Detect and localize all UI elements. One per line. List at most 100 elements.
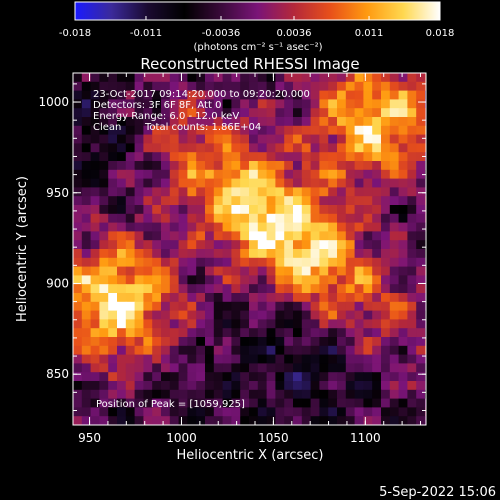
heatmap-cell [293, 257, 303, 268]
heatmap-cell [284, 178, 294, 188]
heatmap-cell [372, 205, 382, 215]
heatmap-cell [231, 73, 241, 83]
heatmap-cell [398, 416, 408, 425]
heatmap-cell [240, 389, 250, 400]
heatmap-cell [196, 161, 206, 171]
heatmap-cell [249, 354, 259, 364]
heatmap-cell [328, 389, 338, 400]
heatmap-cell [293, 143, 303, 153]
heatmap-cell [319, 240, 329, 250]
heatmap-cell [381, 249, 391, 259]
heatmap-cell [381, 381, 391, 391]
heatmap-cell [117, 231, 127, 241]
heatmap-cell [266, 213, 276, 224]
heatmap-cell [81, 257, 92, 268]
heatmap-cell [117, 81, 127, 92]
heatmap-cell [398, 108, 408, 118]
heatmap-cell [143, 284, 153, 294]
heatmap-cell [310, 213, 320, 224]
heatmap-cell [108, 345, 118, 356]
heatmap-cell [363, 345, 373, 356]
heatmap-cell [389, 187, 400, 197]
heatmap-cell [240, 354, 250, 364]
heatmap-cell [266, 240, 276, 250]
heatmap-cell [257, 398, 268, 408]
heatmap-cell [328, 293, 338, 303]
heatmap-cell [398, 328, 408, 338]
heatmap-cell [293, 389, 303, 400]
heatmap-cell [231, 398, 241, 408]
heatmap-cell [99, 328, 109, 338]
heatmap-cell [372, 293, 382, 303]
heatmap-cell [196, 354, 206, 364]
heatmap-cell [328, 187, 338, 197]
heatmap-cell [240, 81, 250, 92]
heatmap-cell [416, 125, 426, 136]
heatmap-cell [178, 293, 188, 303]
x-axis-label: Heliocentric X (arcsec) [177, 448, 324, 463]
heatmap-cell [213, 178, 224, 188]
heatmap-cell [284, 117, 294, 127]
heatmap-cell [319, 416, 329, 425]
heatmap-cell [99, 249, 109, 259]
heatmap-cell [161, 143, 171, 153]
heatmap-cell [275, 284, 285, 294]
heatmap-cell [125, 266, 136, 276]
heatmap-cell [73, 196, 83, 206]
heatmap-cell [178, 90, 188, 100]
heatmap-cell [310, 196, 320, 206]
heatmap-cell [231, 389, 241, 400]
heatmap-cell [381, 345, 391, 356]
heatmap-cell [266, 319, 276, 329]
heatmap-cell [284, 416, 294, 425]
heatmap-cell [257, 125, 268, 136]
heatmap-cell [345, 152, 356, 162]
heatmap-cell [213, 187, 224, 197]
heatmap-cell [117, 213, 127, 224]
heatmap-cell [416, 152, 426, 162]
heatmap-cell [407, 249, 417, 259]
heatmap-cell [161, 73, 171, 83]
annotation-energy: Energy Range: 6.0 - 12.0 keV [93, 111, 239, 122]
heatmap-cell [310, 249, 320, 259]
heatmap-cell [319, 354, 329, 364]
heatmap-cell [319, 73, 329, 83]
heatmap-cell [407, 169, 417, 180]
heatmap-cell [266, 301, 276, 312]
heatmap-cell [143, 345, 153, 356]
heatmap-cell [90, 328, 100, 338]
heatmap-cell [328, 152, 338, 162]
heatmap-cell [152, 328, 162, 338]
heatmap-cell [319, 398, 329, 408]
heatmap-cell [363, 240, 373, 250]
heatmap-cell [152, 125, 162, 136]
heatmap-cell [134, 99, 144, 109]
heatmap-cell [125, 108, 136, 118]
heatmap-cell [372, 284, 382, 294]
heatmap-cell [143, 407, 153, 417]
heatmap-cell [310, 345, 320, 356]
heatmap-cell [205, 257, 215, 268]
heatmap-cell [381, 134, 391, 144]
heatmap-cell [284, 275, 294, 285]
heatmap-cell [125, 345, 136, 356]
heatmap-cell [108, 301, 118, 312]
annotation-detectors: Detectors: 3F 6F 8F, Att 0 [93, 100, 221, 111]
heatmap-cell [301, 134, 312, 144]
heatmap-cell [134, 152, 144, 162]
heatmap-cell [108, 389, 118, 400]
heatmap-cell [257, 284, 268, 294]
heatmap-cell [310, 187, 320, 197]
heatmap-cell [240, 90, 250, 100]
heatmap-cell [381, 275, 391, 285]
heatmap-cell [416, 169, 426, 180]
heatmap-cell [293, 178, 303, 188]
heatmap-cell [196, 381, 206, 391]
heatmap-cell [249, 301, 259, 312]
heatmap-cell [407, 108, 417, 118]
heatmap-cell [117, 345, 127, 356]
heatmap-cell [354, 293, 364, 303]
heatmap-cell [99, 169, 109, 180]
heatmap-cell [389, 372, 400, 382]
heatmap-cell [99, 125, 109, 136]
